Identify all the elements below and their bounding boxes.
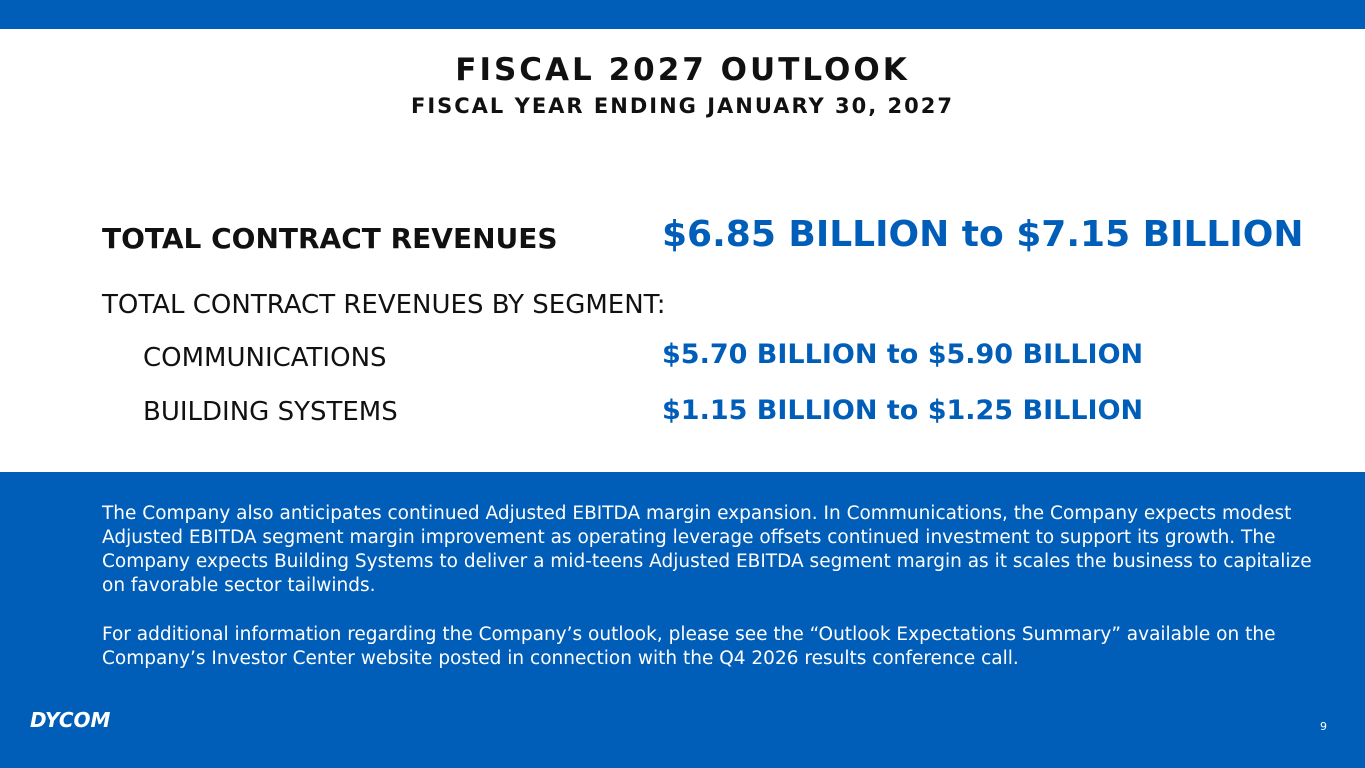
total-label: TOTAL CONTRACT REVENUES	[102, 222, 558, 255]
note: The Company also anticipates continued A…	[102, 503, 1312, 596]
title: FISCAL 2027 OUTLOOK	[455, 52, 910, 88]
segment-value: $1.15 BILLION to $1.25 BILLION	[662, 395, 1144, 426]
segment-label: COMMUNICATIONS	[143, 343, 387, 373]
page-number: 9	[1320, 720, 1327, 733]
segment-heading: TOTAL CONTRACT REVENUES BY SEGMENT:	[102, 290, 666, 320]
notes-panel: The Company also anticipates continued A…	[0, 472, 1365, 768]
segment-value: $5.70 BILLION to $5.90 BILLION	[662, 339, 1144, 370]
note: For additional information regarding the…	[102, 624, 1276, 669]
segment-label: BUILDING SYSTEMS	[143, 397, 398, 427]
logo: DYCOM	[30, 708, 111, 732]
subtitle: FISCAL YEAR ENDING JANUARY 30, 2027	[410, 94, 954, 118]
top-bar	[0, 0, 1365, 29]
total-value: $6.85 BILLION to $7.15 BILLION	[662, 214, 1304, 255]
